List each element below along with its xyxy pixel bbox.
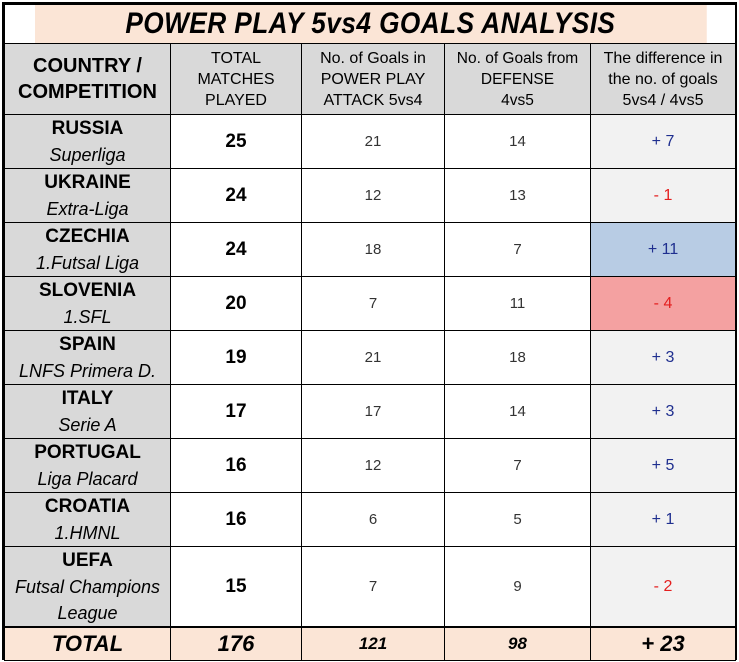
defense-goals-cell: 14	[444, 384, 591, 439]
power-play-table: POWER PLAY 5vs4 GOALS ANALYSIS COUNTRY /…	[4, 4, 737, 661]
competition-name: Extra-Liga	[46, 198, 129, 219]
attack-goals-cell: 21	[301, 114, 445, 169]
matches-cell: 25	[170, 114, 302, 169]
table-row: PORTUGAL Liga Placard 16 12 7 + 5	[4, 438, 737, 493]
difference-cell: - 4	[589, 276, 737, 331]
header-difference: The difference in the no. of goals 5vs4 …	[589, 43, 737, 115]
total-label: TOTAL	[4, 626, 171, 661]
defense-goals-cell: 9	[444, 546, 591, 628]
difference-cell: + 3	[589, 384, 737, 439]
competition-name: Superliga	[49, 144, 126, 165]
country-cell: CZECHIA 1.Futsal Liga	[4, 222, 171, 277]
difference-cell: - 1	[589, 168, 737, 223]
country-name: ITALY	[61, 387, 114, 409]
defense-goals-cell: 18	[444, 330, 591, 385]
country-name: SPAIN	[59, 333, 116, 355]
defense-goals-cell: 13	[444, 168, 591, 223]
country-cell: ITALY Serie A	[4, 384, 171, 439]
country-name: PORTUGAL	[34, 441, 141, 463]
attack-goals-cell: 7	[301, 276, 445, 331]
country-cell: SPAIN LNFS Primera D.	[4, 330, 171, 385]
attack-goals-cell: 6	[301, 492, 445, 547]
attack-goals-cell: 18	[301, 222, 445, 277]
table-row: SPAIN LNFS Primera D. 19 21 18 + 3	[4, 330, 737, 385]
competition-name: Liga Placard	[37, 468, 138, 489]
total-defense: 98	[444, 626, 591, 661]
difference-cell: + 5	[589, 438, 737, 493]
table-row: CZECHIA 1.Futsal Liga 24 18 7 + 11	[4, 222, 737, 277]
competition-name: 1.HMNL	[54, 522, 121, 543]
header-matches: TOTAL MATCHES PLAYED	[170, 43, 302, 115]
matches-cell: 16	[170, 438, 302, 493]
attack-goals-cell: 12	[301, 168, 445, 223]
country-name: UEFA	[62, 549, 113, 571]
table-row: UKRAINE Extra-Liga 24 12 13- 1	[4, 168, 737, 223]
attack-goals-cell: 17	[301, 384, 445, 439]
matches-cell: 24	[170, 222, 302, 277]
country-name: UKRAINE	[44, 171, 131, 193]
table-row: UEFA Futsal Champions League 15 7 9- 2	[4, 546, 737, 628]
difference-cell: + 1	[589, 492, 737, 547]
table-row: CROATIA 1.HMNL 16 6 5 + 1	[4, 492, 737, 547]
country-cell: UKRAINE Extra-Liga	[4, 168, 171, 223]
country-name: RUSSIA	[51, 117, 124, 139]
country-cell: RUSSIA Superliga	[4, 114, 171, 169]
table-title: POWER PLAY 5vs4 GOALS ANALYSIS	[33, 4, 707, 44]
difference-cell: + 11	[589, 222, 737, 277]
attack-goals-cell: 21	[301, 330, 445, 385]
matches-cell: 24	[170, 168, 302, 223]
country-cell: PORTUGAL Liga Placard	[4, 438, 171, 493]
header-attack: No. of Goals in POWER PLAY ATTACK 5vs4	[301, 43, 445, 115]
attack-goals-cell: 7	[301, 546, 445, 628]
difference-cell: + 3	[589, 330, 737, 385]
matches-cell: 19	[170, 330, 302, 385]
table-body: RUSSIA Superliga 25 21 14 + 7 UKRAINE Extra-Lig…	[4, 114, 737, 628]
total-difference: + 23	[589, 626, 737, 661]
country-name: CROATIA	[44, 495, 131, 517]
total-row: TOTAL 176 121 98 + 23	[4, 626, 737, 661]
defense-goals-cell: 7	[444, 438, 591, 493]
competition-name: Futsal Champions	[14, 576, 161, 597]
attack-goals-cell: 12	[301, 438, 445, 493]
total-attack: 121	[301, 626, 445, 661]
header-country: COUNTRY / COMPETITION	[4, 43, 171, 115]
matches-cell: 20	[170, 276, 302, 331]
country-cell: UEFA Futsal Champions League	[4, 546, 171, 628]
total-matches: 176	[170, 626, 302, 661]
country-cell: CROATIA 1.HMNL	[4, 492, 171, 547]
country-name: SLOVENIA	[38, 279, 137, 301]
defense-goals-cell: 14	[444, 114, 591, 169]
matches-cell: 17	[170, 384, 302, 439]
difference-cell: - 2	[589, 546, 737, 628]
competition-name: 1.SFL	[63, 306, 112, 327]
matches-cell: 15	[170, 546, 302, 628]
defense-goals-cell: 11	[444, 276, 591, 331]
defense-goals-cell: 5	[444, 492, 591, 547]
defense-goals-cell: 7	[444, 222, 591, 277]
matches-cell: 16	[170, 492, 302, 547]
country-cell: SLOVENIA 1.SFL	[4, 276, 171, 331]
header-defense: No. of Goals from DEFENSE 4vs5	[444, 43, 591, 115]
table-row: RUSSIA Superliga 25 21 14 + 7	[4, 114, 737, 169]
table-row: ITALY Serie A 17 17 14 + 3	[4, 384, 737, 439]
competition-name: Serie A	[58, 414, 117, 435]
country-name: CZECHIA	[45, 225, 130, 247]
table-row: SLOVENIA 1.SFL 20 7 11- 4	[4, 276, 737, 331]
competition-name: LNFS Primera D.	[18, 360, 157, 381]
difference-cell: + 7	[589, 114, 737, 169]
competition-name: 1.Futsal Liga	[35, 252, 140, 273]
competition-name: League	[57, 602, 118, 623]
